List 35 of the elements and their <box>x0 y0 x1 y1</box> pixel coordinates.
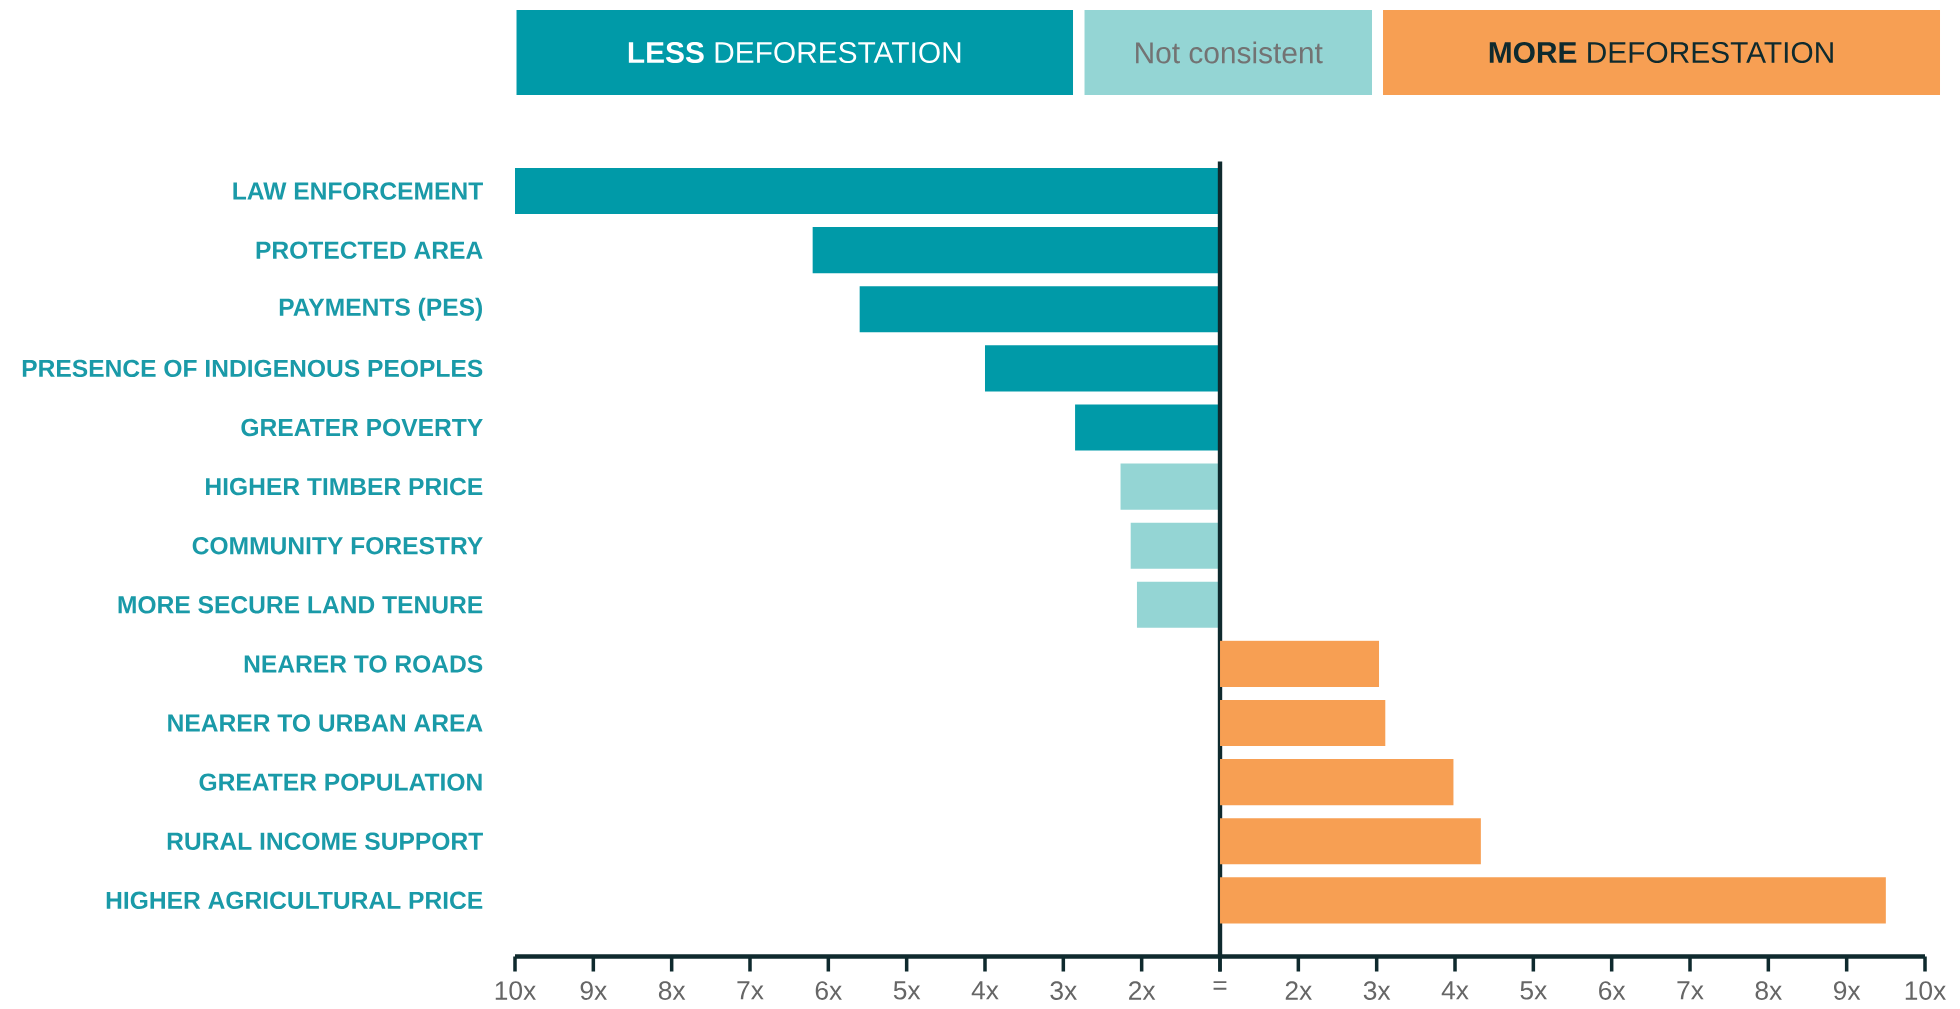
x-tick-label: 6x <box>1599 981 1626 1000</box>
x-tick-label: 9x <box>580 981 607 1000</box>
x-tick-label: 4x <box>971 981 999 1000</box>
y-tick-label: LAW ENFORCEMENT <box>233 182 483 200</box>
x-tick-label: 3x <box>1363 981 1391 1000</box>
y-tick-label: GREATER POVERTY <box>241 418 483 437</box>
x-tick-label: 5x <box>1520 981 1547 1000</box>
y-tick-label: COMMUNITY FORESTRY <box>192 536 483 555</box>
x-tick-label: 7x <box>737 981 764 1000</box>
text: MORE DEFORESTATION <box>1489 41 1833 64</box>
x-tick-label: 9x <box>1833 981 1861 1000</box>
y-tick-label: HIGHER AGRICULTURAL PRICE <box>106 891 483 910</box>
y-tick-label: PAYMENTS (PES) <box>279 297 482 321</box>
x-tick-label: = <box>1213 981 1227 990</box>
x-tick-label: 2x <box>1129 981 1156 1000</box>
text: LESS DEFORESTATION <box>628 41 961 64</box>
x-tick-label: 5x <box>893 981 921 1000</box>
x-tick-label: 10x <box>1905 981 1946 1000</box>
x-tick-label: 3x <box>1050 981 1077 1000</box>
x-tick-label: 8x <box>658 981 686 1000</box>
y-tick-label: MORE SECURE LAND TENURE <box>118 596 483 614</box>
x-tick-label: 6x <box>815 981 842 1000</box>
x-tick-label: 10x <box>495 981 536 1000</box>
y-tick-label: NEARER TO URBAN AREA <box>168 714 483 732</box>
y-tick-label: GREATER POPULATION <box>199 773 482 791</box>
x-tick-label: 2x <box>1285 981 1312 1000</box>
x-tick-label: 8x <box>1755 981 1782 1000</box>
text: Not consistent <box>1136 41 1323 64</box>
y-tick-label: RURAL INCOME SUPPORT <box>167 832 483 850</box>
y-tick-label: NEARER TO ROADS <box>244 655 483 673</box>
y-tick-label: PRESENCE OF INDIGENOUS PEOPLES <box>22 359 483 378</box>
x-tick-label: 4x <box>1441 981 1469 1000</box>
y-tick-label: HIGHER TIMBER PRICE <box>206 477 483 496</box>
y-tick-label: PROTECTED AREA <box>256 241 483 259</box>
x-tick-label: 7x <box>1677 981 1704 1000</box>
